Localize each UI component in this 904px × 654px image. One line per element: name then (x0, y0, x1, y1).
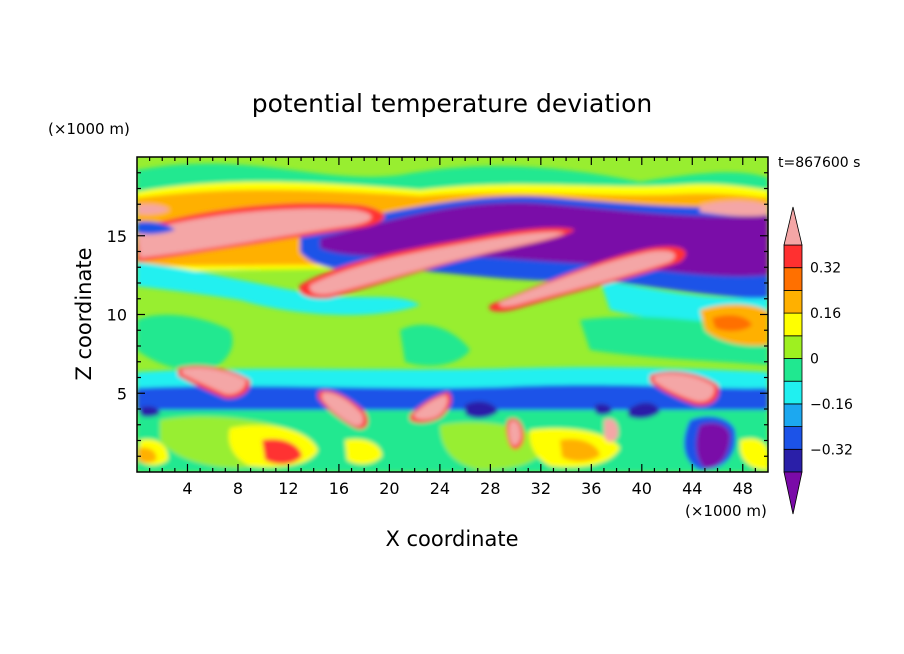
colorbar-box (783, 244, 803, 269)
lower-red-blob-1 (262, 438, 302, 465)
plume-1-pink (182, 367, 246, 395)
colorbar-top-triangle (783, 206, 803, 246)
lower-yellow-blob-3 (345, 438, 382, 465)
x-tick-label: 4 (182, 479, 192, 498)
plume-2-pink (322, 392, 364, 426)
warm-ridge-pink-3 (499, 250, 676, 307)
colorbar-tick-label: 0.32 (810, 261, 841, 277)
x-tick-label: 16 (329, 479, 349, 498)
colorbar-bottom-triangle (783, 471, 803, 515)
y-tick-label: 10 (107, 306, 127, 325)
colorbar-tick-label: 0.16 (810, 306, 841, 322)
x-tick-label: 48 (733, 479, 753, 498)
colorbar-tick-label: −0.16 (810, 397, 853, 413)
colorbar-tick-label: 0 (810, 352, 819, 368)
mid-teal-center (400, 324, 470, 366)
lower-orange-blob-4 (138, 447, 157, 463)
colorbar-box (783, 335, 803, 359)
dark-pocket-1 (140, 406, 160, 417)
plume-4-pink (654, 373, 715, 402)
lower-purple-column (696, 423, 730, 468)
dark-pocket-4 (595, 403, 612, 415)
y-unit-label: (×1000 m) (48, 120, 130, 138)
x-tick-label: 24 (430, 479, 450, 498)
mid-red-right (712, 315, 752, 332)
colorbar-tick-label: −0.32 (810, 442, 853, 458)
y-axis-label: Z coordinate (72, 247, 96, 380)
colorbar-box (783, 403, 803, 427)
x-ticks: 4 8 12 16 20 24 28 32 36 40 44 48 (149, 157, 756, 498)
colorbar-box (783, 312, 803, 337)
x-tick-label: 12 (278, 479, 298, 498)
x-tick-label: 40 (632, 479, 652, 498)
x-axis-label: X coordinate (385, 527, 518, 551)
upper-right-pink (700, 200, 768, 217)
lower-blue-band (137, 384, 768, 412)
x-tick-label: 36 (581, 479, 601, 498)
upper-left-blue (137, 221, 175, 235)
colorbar-box (783, 358, 803, 382)
colorbar: −0.32 −0.16 0 0.16 0.32 (783, 206, 853, 515)
x-unit-label: (×1000 m) (685, 502, 767, 520)
lower-right-yellow (740, 438, 768, 470)
x-tick-label: 20 (379, 479, 399, 498)
colorbar-box (783, 380, 803, 405)
warm-ridge-pink-1 (137, 208, 372, 258)
plume-5-pink (508, 420, 521, 446)
x-tick-label: 32 (531, 479, 551, 498)
y-tick-label: 15 (107, 227, 127, 246)
plume-6-pink (604, 418, 619, 442)
colorbar-box (783, 448, 803, 473)
contour-field (137, 157, 768, 472)
x-tick-label: 8 (233, 479, 243, 498)
colorbar-box (783, 289, 803, 314)
dark-pocket-2 (465, 401, 498, 419)
lower-orange-blob-2 (560, 438, 600, 462)
y-ticks: 5 10 15 (107, 172, 768, 457)
chart-title: potential temperature deviation (252, 89, 652, 118)
x-tick-label: 44 (682, 479, 702, 498)
colorbar-box (783, 267, 803, 291)
colorbar-box (783, 426, 803, 450)
upper-left-pink (137, 204, 170, 215)
cyan-pocket-left (137, 262, 420, 316)
plume-3-pink (414, 395, 448, 420)
dark-pocket-3 (628, 402, 660, 419)
warm-ridge-pink-2 (309, 232, 565, 295)
y-tick-label: 5 (117, 384, 127, 403)
time-label: t=867600 s (778, 155, 860, 171)
mid-teal-left (137, 314, 233, 372)
x-tick-label: 28 (480, 479, 500, 498)
